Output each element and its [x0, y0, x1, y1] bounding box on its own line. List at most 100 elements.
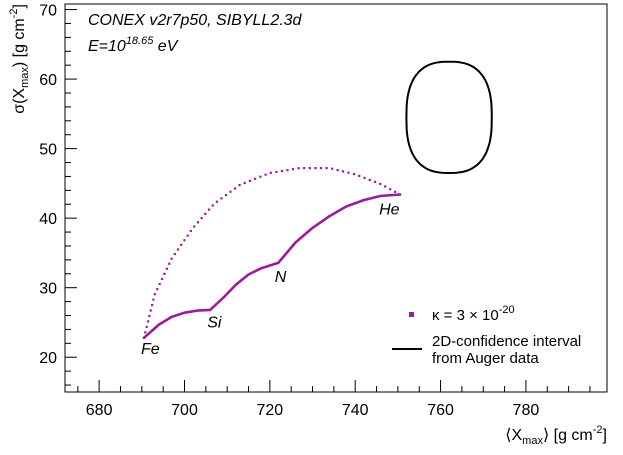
axes-layer: 680 700 720 740 760 780 20 30 40 50 60 70	[39, 3, 591, 419]
kappa-point	[146, 320, 150, 323]
kappa-dense-segment	[142, 308, 212, 340]
kappa-point	[189, 229, 192, 233]
kappa-point	[211, 204, 214, 207]
kappa-point	[331, 167, 334, 170]
kappa-point	[379, 182, 382, 185]
kappa-point	[233, 187, 237, 190]
kappa-point	[196, 221, 200, 224]
legend-label-auger-line2: from Auger data	[432, 350, 539, 367]
kappa-point	[238, 184, 241, 187]
y-axis-label-pre: σ(X	[11, 88, 28, 114]
kappa-point	[145, 325, 148, 328]
info-line-1: CONEX v2r7p50, SIBYLL2.3d	[88, 12, 303, 29]
y-tick-label: 40	[39, 211, 57, 228]
y-axis-label: σ(Xmax) [g cm-2]	[8, 4, 31, 114]
kappa-point	[319, 167, 323, 170]
composition-label: Fe	[141, 341, 160, 358]
kappa-point	[384, 185, 387, 188]
kappa-dense-segment	[277, 193, 402, 265]
y-tick-label: 30	[39, 281, 57, 298]
kappa-point	[186, 234, 189, 237]
kappa-point	[254, 177, 257, 180]
kappa-point	[358, 174, 361, 177]
kappa-point	[180, 243, 183, 246]
x-axis-label: ⟨Xmax⟩ [g cm-2]	[505, 424, 607, 447]
composition-label: N	[275, 269, 287, 286]
info-energy-prefix: E=10	[88, 38, 126, 55]
kappa-point	[158, 282, 161, 286]
kappa-point	[183, 239, 186, 242]
kappa-point	[207, 208, 211, 211]
x-axis-label-sub: max	[522, 435, 543, 447]
legend-marker-kappa	[409, 312, 414, 317]
kappa-point	[168, 262, 171, 265]
y-tick-label: 20	[39, 350, 57, 367]
kappa-point	[341, 170, 345, 173]
y-axis-label-post: ) [g cm	[11, 18, 28, 67]
kappa-point	[286, 169, 289, 172]
kappa-point	[149, 309, 152, 312]
kappa-point	[150, 303, 154, 307]
kappa-dense-segment	[208, 261, 280, 312]
plot-frame	[64, 3, 608, 393]
kappa-point	[248, 179, 252, 182]
kappa-point	[170, 257, 173, 260]
kappa-point	[347, 171, 350, 174]
y-tick-label: 50	[39, 142, 57, 159]
annotations-layer: Fe Si N He	[141, 202, 400, 358]
kappa-point	[215, 200, 218, 203]
kappa-point	[352, 172, 356, 176]
kappa-point	[325, 167, 328, 170]
kappa-point	[153, 293, 156, 296]
kappa-point	[336, 168, 339, 172]
legend-kappa-exponent: -20	[499, 304, 515, 316]
legend-label-auger-line1: 2D-confidence interval	[432, 333, 581, 350]
kappa-point	[229, 190, 232, 193]
info-energy-unit: eV	[153, 38, 178, 55]
y-tick-label: 70	[39, 3, 57, 20]
kappa-point	[280, 169, 284, 173]
legend-label-kappa: κ = 3 × 10-20	[432, 304, 515, 324]
kappa-point	[224, 193, 228, 197]
kappa-point	[389, 188, 392, 191]
kappa-point	[314, 167, 317, 170]
x-tick-label: 780	[513, 402, 540, 419]
x-axis-label-sup: -2	[593, 424, 603, 436]
x-tick-label: 740	[342, 402, 369, 419]
kappa-point	[269, 171, 272, 174]
kappa-point	[264, 173, 267, 176]
x-axis-label-end: ]	[603, 427, 607, 444]
kappa-point	[291, 168, 295, 171]
y-axis-label-sub: max	[19, 67, 31, 88]
x-axis-label-pre: ⟨X	[505, 427, 522, 444]
kappa-point	[173, 252, 176, 256]
kappa-point	[259, 175, 262, 178]
kappa-point	[200, 216, 203, 220]
kappa-point	[144, 331, 147, 334]
kappa-point	[156, 288, 159, 291]
kappa-point	[393, 190, 397, 193]
kappa-point	[165, 267, 168, 270]
kappa-point	[220, 197, 223, 200]
kappa-point	[163, 272, 166, 275]
y-axis-label-end: ]	[11, 4, 28, 8]
info-line-2: E=1018.65 eV	[88, 35, 179, 55]
kappa-point	[193, 225, 196, 228]
kappa-point	[368, 178, 371, 181]
composition-label: He	[379, 202, 400, 219]
kappa-point	[363, 176, 366, 179]
kappa-point	[297, 167, 300, 170]
kappa-point	[243, 181, 246, 185]
y-tick-label: 60	[39, 72, 57, 89]
x-tick-label: 700	[171, 402, 198, 419]
kappa-point	[373, 180, 377, 183]
kappa-point	[204, 212, 207, 215]
kappa-point	[148, 314, 151, 318]
kappa-point	[176, 248, 180, 251]
x-axis-label-post: ⟩ [g cm	[543, 427, 593, 444]
composition-label: Si	[207, 314, 222, 331]
legend: κ = 3 × 10-20 2D-confidence interval fro…	[392, 304, 581, 367]
legend-kappa-base: κ = 3 × 10	[432, 307, 499, 324]
auger-contour	[405, 60, 493, 175]
